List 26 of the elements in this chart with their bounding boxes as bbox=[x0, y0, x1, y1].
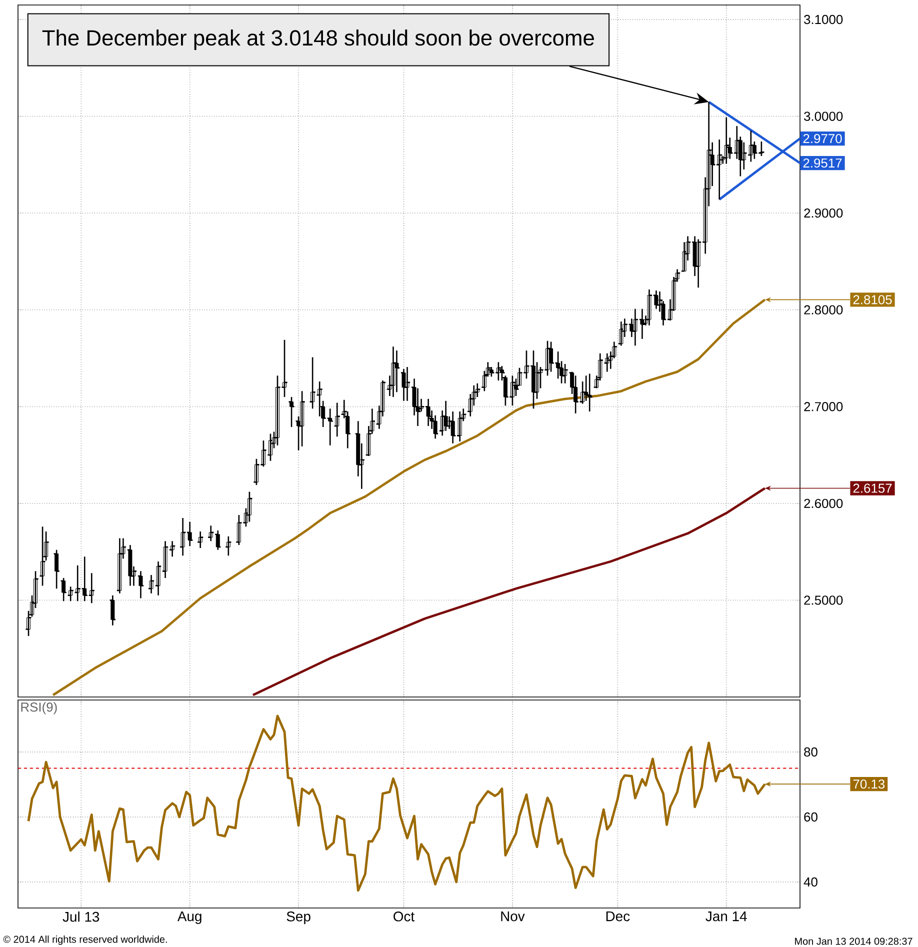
x-tick-label: Sep bbox=[286, 912, 310, 924]
annotation: 2.9770 bbox=[803, 134, 842, 144]
x-tick-label: Jul 13 bbox=[62, 912, 100, 922]
y-tick-label: 80 bbox=[804, 747, 818, 757]
annotation: 70.13 bbox=[853, 779, 885, 789]
x-tick-label: Aug bbox=[177, 912, 202, 924]
annotation: 2.6157 bbox=[853, 484, 892, 493]
annotation: 2.8105 bbox=[853, 295, 892, 304]
y-tick-label: 3.1000 bbox=[804, 14, 843, 24]
annotation: The December peak at 3.0148 should soon be overcome bbox=[42, 30, 594, 50]
y-tick-label: 2.9000 bbox=[804, 208, 843, 218]
x-tick-label: Jan 14 bbox=[706, 912, 747, 922]
text: Mon Jan 13 2014 09:28:37 bbox=[795, 938, 912, 945]
y-tick-label: 3.0000 bbox=[804, 112, 843, 121]
y-tick-label: 2.5000 bbox=[804, 596, 843, 605]
y-tick-label: 40 bbox=[804, 877, 818, 887]
x-tick-label: Nov bbox=[501, 912, 525, 922]
chart-title: RSI(9) bbox=[21, 702, 57, 714]
annotation: 2.9517 bbox=[803, 158, 842, 168]
y-tick-label: 2.7000 bbox=[804, 402, 843, 412]
text: © 2014 All rights reserved worldwide. bbox=[3, 936, 167, 945]
x-tick-label: Oct bbox=[394, 912, 414, 922]
y-tick-label: 2.6000 bbox=[804, 498, 843, 508]
y-tick-label: 2.8000 bbox=[804, 305, 843, 314]
y-tick-label: 60 bbox=[804, 812, 818, 822]
x-tick-label: Dec bbox=[606, 912, 630, 922]
